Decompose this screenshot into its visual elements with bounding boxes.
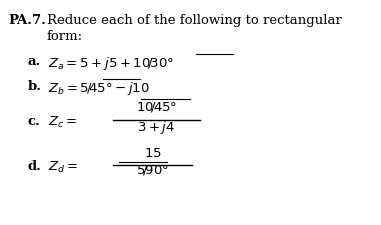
Text: form:: form: (47, 30, 83, 43)
Text: $Z_a = 5 + j5 + 10\!/\!30°$: $Z_a = 5 + j5 + 10\!/\!30°$ (48, 55, 174, 72)
Text: $15$: $15$ (144, 147, 162, 160)
Text: $3 + j4$: $3 + j4$ (138, 119, 176, 136)
Text: $Z_d = $: $Z_d = $ (48, 160, 78, 175)
Text: c.: c. (28, 115, 41, 128)
Text: d.: d. (28, 160, 42, 173)
Text: $10\!/\!45°$: $10\!/\!45°$ (136, 100, 177, 114)
Text: $5\!/\!90°$: $5\!/\!90°$ (136, 163, 169, 177)
Text: $Z_c = $: $Z_c = $ (48, 115, 77, 130)
Text: a.: a. (28, 55, 41, 68)
Text: PA.7.: PA.7. (8, 14, 46, 27)
Text: $Z_b = 5\!/\!45° - j10$: $Z_b = 5\!/\!45° - j10$ (48, 80, 150, 97)
Text: Reduce each of the following to rectangular: Reduce each of the following to rectangu… (47, 14, 342, 27)
Text: b.: b. (28, 80, 42, 93)
